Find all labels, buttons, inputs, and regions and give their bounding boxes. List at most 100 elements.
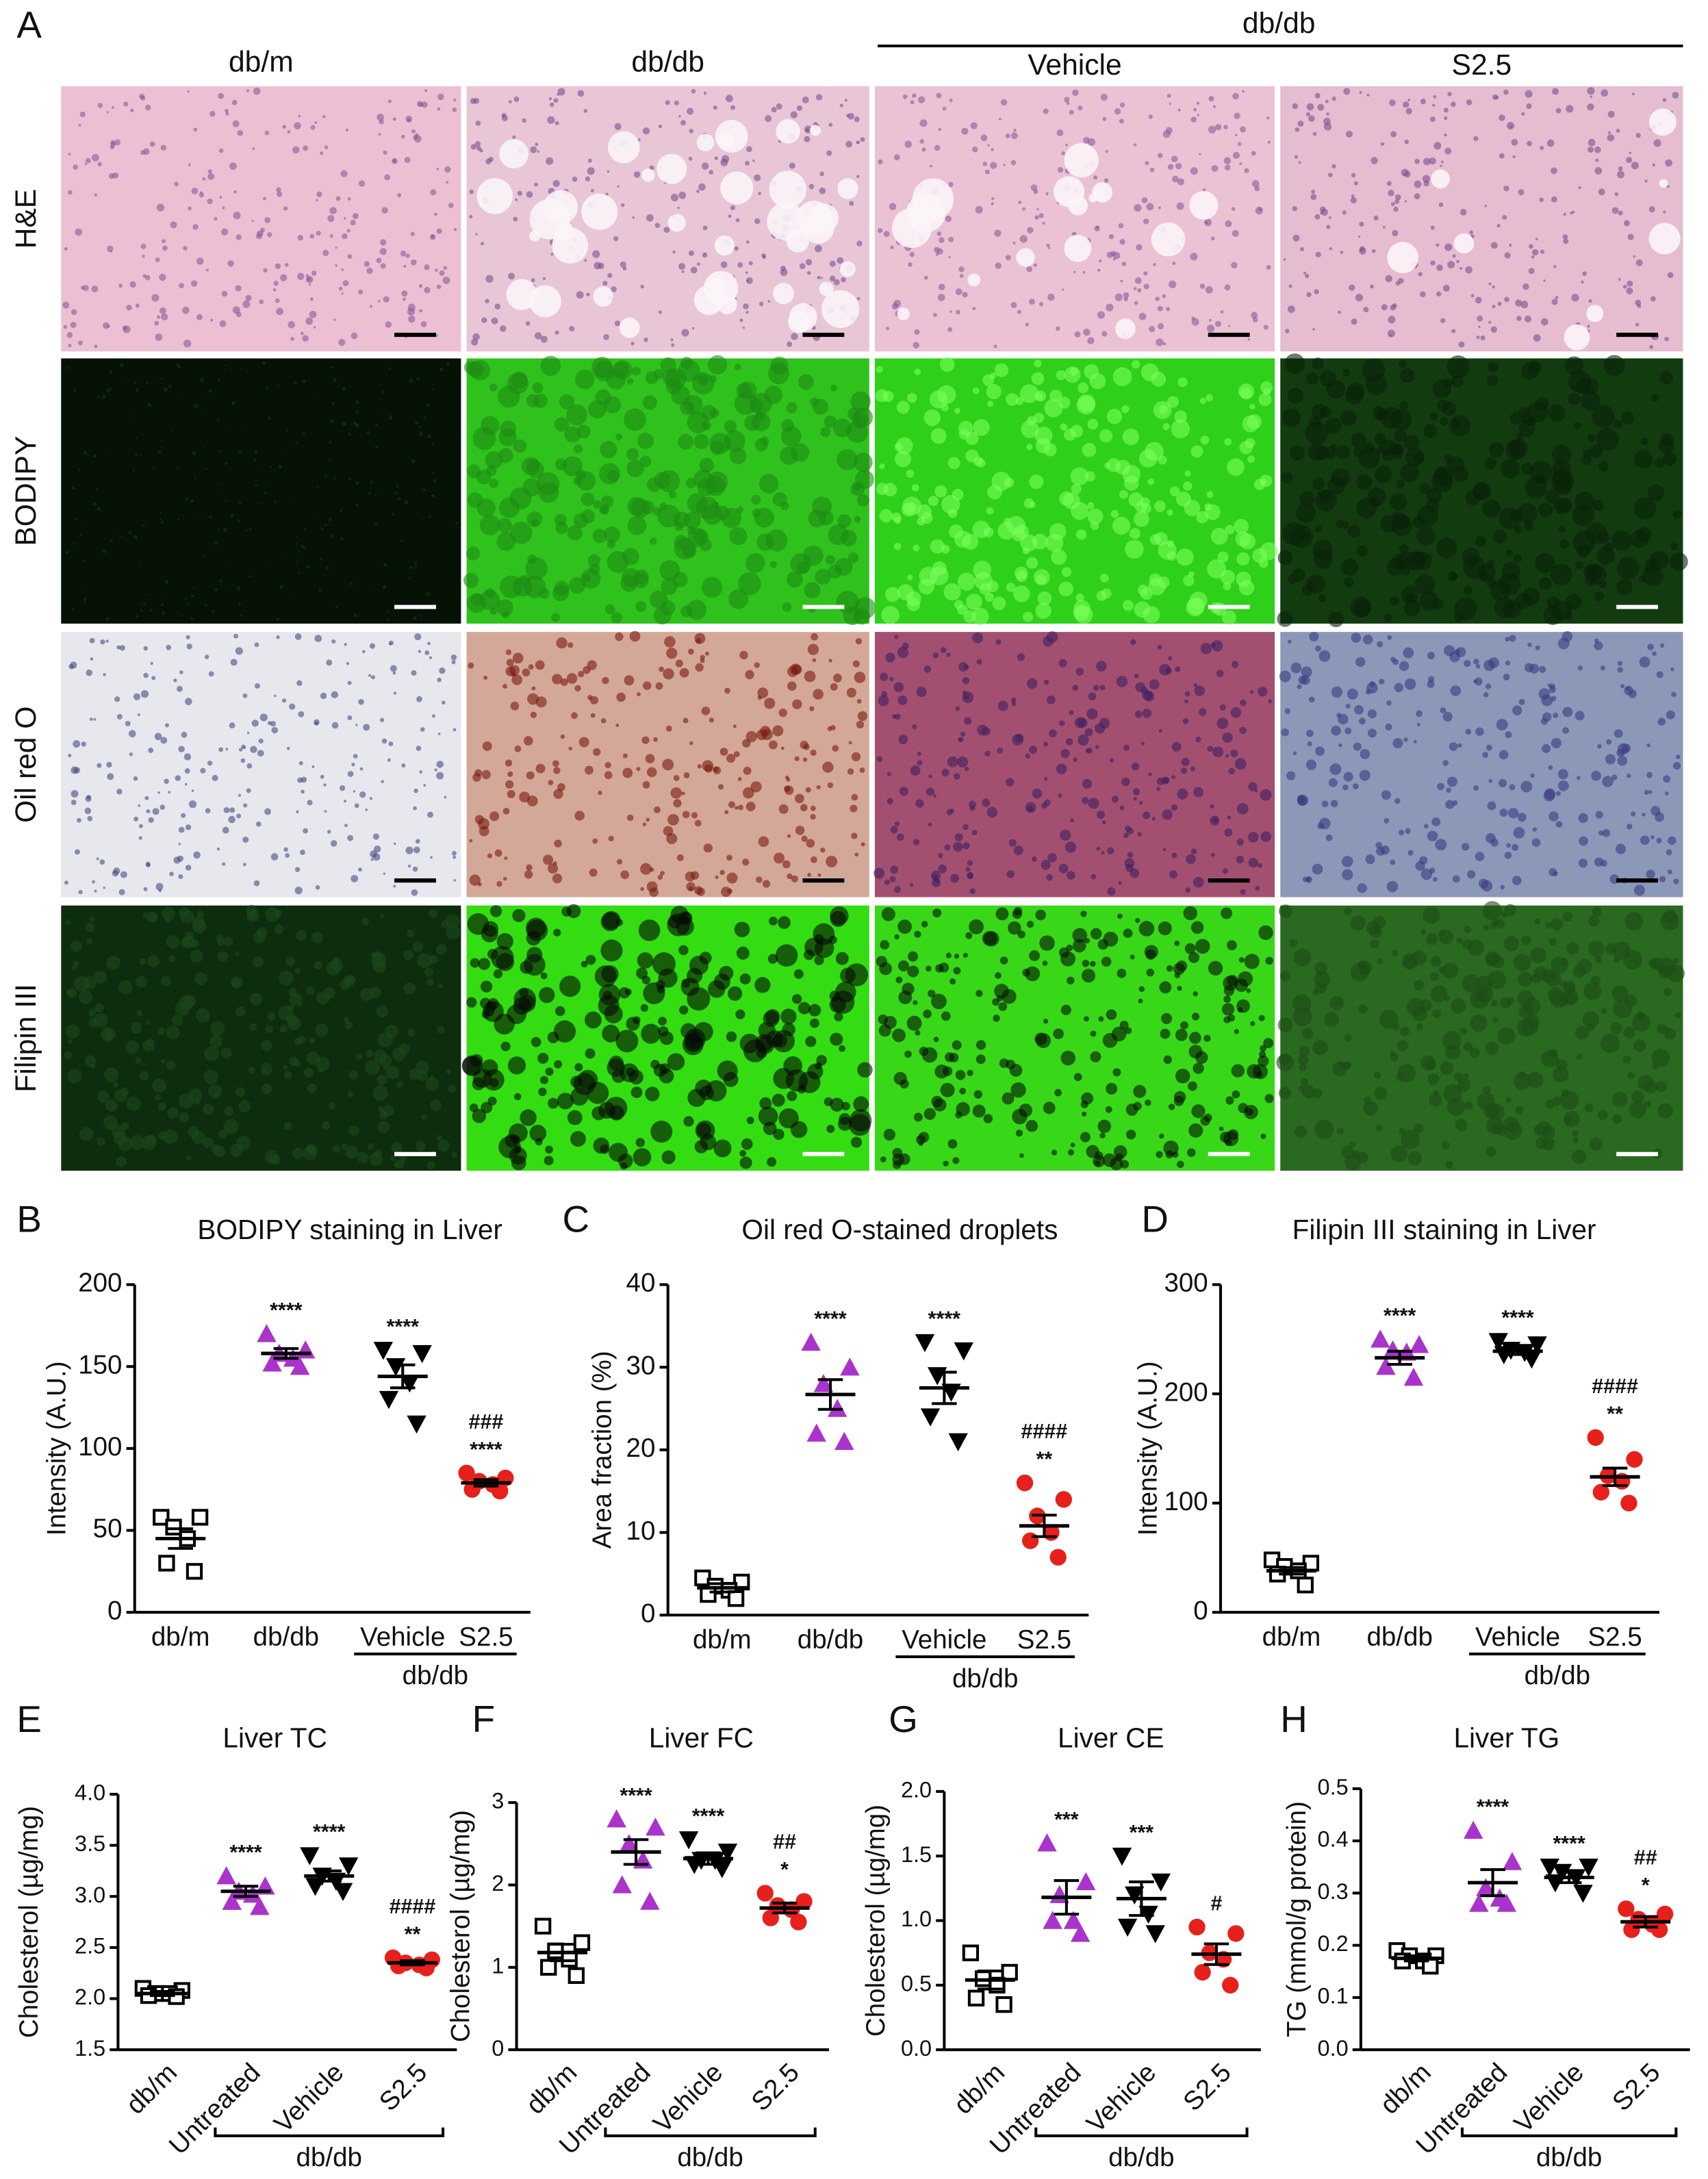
- texture: [1612, 1114, 1622, 1124]
- texture: [105, 617, 110, 622]
- texture: [1043, 741, 1049, 747]
- texture: [1439, 416, 1449, 426]
- error-bar: [1129, 1880, 1154, 1917]
- texture: [102, 549, 107, 553]
- texture: [1486, 832, 1496, 843]
- texture: [232, 120, 240, 127]
- texture: [1258, 1055, 1269, 1067]
- texture: [489, 905, 502, 917]
- texture: [1182, 718, 1189, 724]
- texture: [1438, 965, 1446, 974]
- texture: [1232, 92, 1239, 100]
- texture: [1562, 989, 1579, 1006]
- texture: [1476, 335, 1480, 340]
- texture: [1138, 584, 1149, 596]
- texture: [1464, 926, 1472, 934]
- texture: [1119, 239, 1125, 245]
- texture: [1023, 498, 1034, 509]
- texture: [91, 153, 99, 162]
- texture: [1224, 828, 1233, 837]
- texture: [242, 837, 249, 843]
- point: [262, 1353, 282, 1372]
- texture: [722, 155, 730, 163]
- y-tick-label: 30: [626, 1351, 656, 1380]
- texture: [1247, 414, 1262, 429]
- texture: [659, 1031, 674, 1045]
- texture: [1133, 797, 1137, 801]
- texture: [1238, 142, 1242, 146]
- texture: [393, 884, 396, 888]
- texture: [1423, 157, 1431, 166]
- texture: [1089, 960, 1096, 967]
- texture: [876, 483, 889, 496]
- texture: [1521, 935, 1531, 945]
- texture: [485, 298, 489, 304]
- x-tick-label: db/m: [120, 2058, 183, 2120]
- texture: [736, 946, 750, 960]
- texture: [219, 320, 227, 327]
- texture: [1534, 918, 1541, 925]
- texture: [889, 676, 894, 682]
- texture: [813, 689, 824, 700]
- texture: [384, 174, 390, 181]
- texture: [702, 420, 711, 431]
- texture: [1084, 471, 1096, 482]
- texture: [673, 775, 680, 781]
- texture: [758, 192, 761, 195]
- texture: [1284, 708, 1291, 715]
- texture: [778, 804, 789, 814]
- texture: [1043, 1019, 1049, 1024]
- texture: [1601, 1008, 1607, 1015]
- texture: [894, 713, 901, 720]
- texture: [739, 318, 743, 322]
- texture: [816, 1054, 827, 1066]
- y-tick-label: 0.0: [1318, 2036, 1349, 2061]
- texture: [954, 407, 960, 414]
- texture: [1425, 932, 1438, 945]
- texture: [826, 1125, 835, 1133]
- texture: [405, 253, 410, 258]
- texture: [945, 952, 952, 958]
- texture: [1560, 539, 1570, 549]
- texture: [429, 908, 438, 918]
- texture: [158, 1102, 167, 1111]
- texture: [161, 313, 168, 320]
- texture: [1542, 1137, 1555, 1151]
- texture: [1562, 234, 1568, 240]
- texture: [402, 297, 406, 301]
- texture: [1592, 499, 1604, 511]
- texture: [1461, 843, 1470, 851]
- texture: [113, 867, 120, 875]
- texture: [159, 273, 166, 281]
- texture: [186, 635, 190, 639]
- texture: [261, 1084, 272, 1095]
- texture: [208, 671, 214, 677]
- texture: [1013, 129, 1017, 132]
- texture: [1012, 585, 1030, 602]
- x-tick-label: S2.5: [1607, 2058, 1666, 2117]
- texture: [1103, 931, 1119, 947]
- texture: [159, 518, 162, 520]
- texture: [1033, 412, 1045, 424]
- texture: [690, 266, 698, 274]
- texture: [1486, 1146, 1496, 1158]
- texture: [436, 1025, 445, 1034]
- texture: [270, 853, 279, 861]
- texture: [97, 162, 102, 167]
- texture: [683, 1116, 694, 1127]
- texture: [446, 362, 450, 366]
- texture: [168, 791, 171, 794]
- texture: [1406, 997, 1425, 1016]
- texture: [1238, 1103, 1249, 1114]
- texture: [1131, 762, 1140, 771]
- texture: [1373, 215, 1379, 221]
- texture: [969, 888, 976, 895]
- texture: [691, 812, 698, 819]
- texture: [1630, 529, 1649, 548]
- texture: [1358, 1004, 1368, 1014]
- texture: [70, 940, 82, 952]
- texture: [494, 303, 501, 310]
- texture: [1520, 301, 1529, 309]
- texture: [1505, 660, 1511, 666]
- texture: [653, 368, 664, 379]
